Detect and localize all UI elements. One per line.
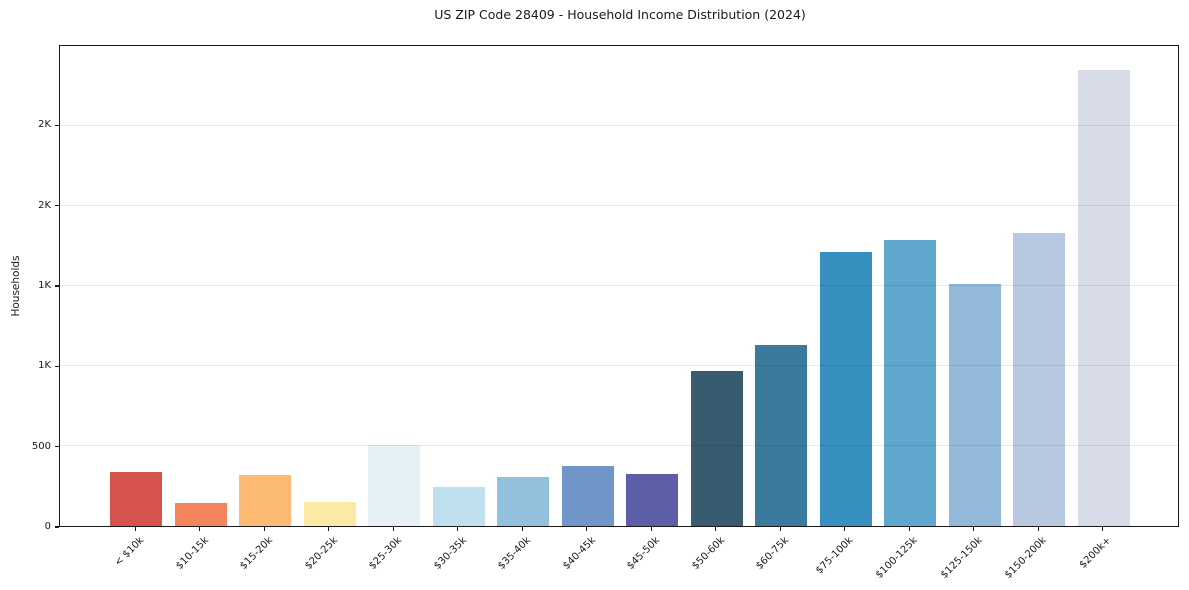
- bar-$35-40k: [497, 477, 550, 526]
- gridline: [60, 125, 1178, 126]
- x-tick-mark: [457, 527, 459, 531]
- x-tick-mark: [650, 527, 652, 531]
- bar-$75-100k: [819, 252, 872, 526]
- bar-$25-30k: [368, 445, 421, 526]
- bar-$125-150k: [948, 283, 1001, 526]
- gridline: [60, 445, 1178, 447]
- y-tick-label: 500: [31, 440, 51, 452]
- x-tick-mark: [973, 527, 975, 531]
- y-tick-mark: [55, 526, 59, 528]
- bar-$15-20k: [239, 474, 292, 526]
- x-tick-mark: [844, 527, 846, 531]
- gridline: [60, 285, 1178, 286]
- bar-$10-15k: [174, 502, 227, 526]
- bar-$50-60k: [690, 370, 743, 526]
- x-tick-mark: [263, 527, 265, 531]
- y-tick-mark: [55, 124, 59, 126]
- gridline: [60, 365, 1178, 367]
- bar-$200k+: [1077, 70, 1130, 526]
- gridline: [60, 205, 1178, 207]
- bar-$30-35k: [432, 486, 485, 526]
- y-tick-label: 2K: [38, 119, 51, 131]
- bar-$20-25k: [303, 502, 356, 526]
- bar-< $10k: [110, 472, 163, 526]
- x-tick-mark: [586, 527, 588, 531]
- plot-area: [59, 45, 1179, 527]
- x-tick-mark: [908, 527, 910, 531]
- bar-$100-125k: [884, 239, 937, 526]
- x-tick-mark: [715, 527, 717, 531]
- x-tick-mark: [521, 527, 523, 531]
- chart-title: US ZIP Code 28409 - Household Income Dis…: [434, 7, 806, 22]
- x-tick-mark: [199, 527, 201, 531]
- bar-$45-50k: [626, 474, 679, 526]
- x-tick-mark: [1102, 527, 1104, 531]
- y-tick-label: 1K: [38, 360, 51, 372]
- x-tick-mark: [392, 527, 394, 531]
- bar-$150-200k: [1013, 233, 1066, 526]
- bar-$40-45k: [561, 466, 614, 526]
- y-tick-label: 0: [44, 521, 51, 532]
- x-tick-mark: [1037, 527, 1039, 531]
- y-tick-label: 2K: [38, 199, 51, 211]
- y-tick-mark: [55, 285, 59, 287]
- y-tick-label: 1K: [38, 280, 51, 291]
- bar-$60-75k: [755, 345, 808, 526]
- x-tick-mark: [779, 527, 781, 531]
- y-tick-mark: [55, 205, 59, 207]
- x-tick-mark: [134, 527, 136, 531]
- y-tick-mark: [55, 446, 59, 448]
- x-tick-mark: [328, 527, 330, 531]
- y-tick-mark: [55, 365, 59, 367]
